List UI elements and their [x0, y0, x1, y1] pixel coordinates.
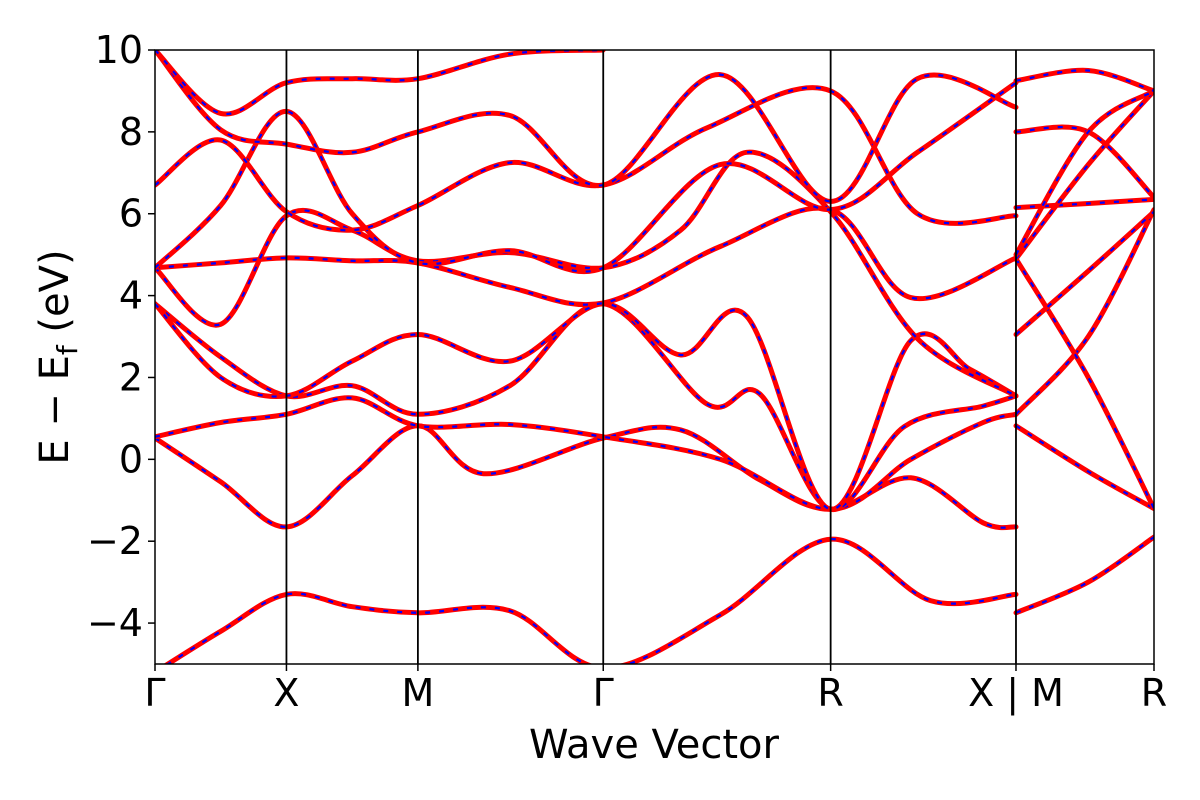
band-line-dashed-2 [155, 424, 1017, 529]
plot-frame [154, 49, 1155, 665]
x-tick-label: R [817, 671, 843, 715]
y-axis-label-main: E − E [32, 355, 78, 465]
band-line-5 [1013, 207, 1154, 417]
band-line-12 [155, 149, 1019, 399]
y-axis-label-subscript: f [51, 344, 84, 355]
band-line-13 [1013, 88, 1154, 262]
band-line-dashed-20 [155, 50, 604, 116]
band-line-dashed-1 [1015, 536, 1154, 614]
x-tick-label: M [401, 671, 434, 715]
band-line-9 [1013, 209, 1154, 337]
band-line-dashed-14 [155, 81, 1017, 273]
band-line-dashed-0 [165, 538, 1017, 664]
band-line-0 [163, 536, 1019, 664]
band-lines [155, 50, 1154, 664]
x-tick-label: R [1141, 671, 1167, 715]
band-line-dashed-17 [1015, 89, 1154, 256]
x-axis-ticks: Γ X M Γ R X | M R [144, 664, 1167, 716]
y-axis-label-unit: (eV) [32, 249, 78, 345]
band-line-1 [1013, 534, 1154, 616]
band-line-16 [155, 85, 1019, 233]
x-tick-label: X | M [968, 671, 1064, 716]
y-tick-label: 4 [119, 274, 143, 318]
y-tick-label: 10 [95, 28, 143, 72]
band-line-dashed-19 [1015, 69, 1154, 92]
y-tick-label: −2 [87, 519, 143, 563]
band-line-4 [155, 395, 1019, 512]
band-line-dashed-8 [155, 302, 1017, 511]
band-line-11 [1013, 196, 1154, 211]
kpoint-divider-lines [285, 50, 1017, 664]
band-line-dashed-16 [155, 86, 1017, 232]
y-tick-label: −4 [87, 601, 143, 645]
band-line-dashed-3 [1015, 424, 1154, 510]
x-axis-label: Wave Vector [529, 722, 780, 768]
y-axis-label: E − Ef (eV) [32, 249, 84, 464]
band-line-20 [155, 50, 606, 117]
x-tick-label: X [273, 671, 299, 715]
band-line-dashed-5 [1015, 209, 1154, 416]
band-line-19 [1013, 67, 1154, 94]
y-tick-label: 0 [119, 437, 143, 481]
y-axis-ticks: −4 −2 0 2 4 6 8 10 [87, 28, 155, 645]
band-line-dashed-11 [1015, 198, 1154, 209]
band-line-18 [155, 50, 1019, 205]
band-line-dashed-10 [155, 207, 1017, 306]
band-line-dashed-7 [1015, 258, 1154, 509]
y-tick-label: 6 [119, 192, 143, 236]
y-tick-label: 8 [119, 110, 143, 154]
y-tick-label: 2 [119, 355, 143, 399]
x-tick-label: Γ [593, 671, 614, 715]
x-tick-label: Γ [144, 671, 165, 715]
band-line-10 [155, 205, 1019, 308]
